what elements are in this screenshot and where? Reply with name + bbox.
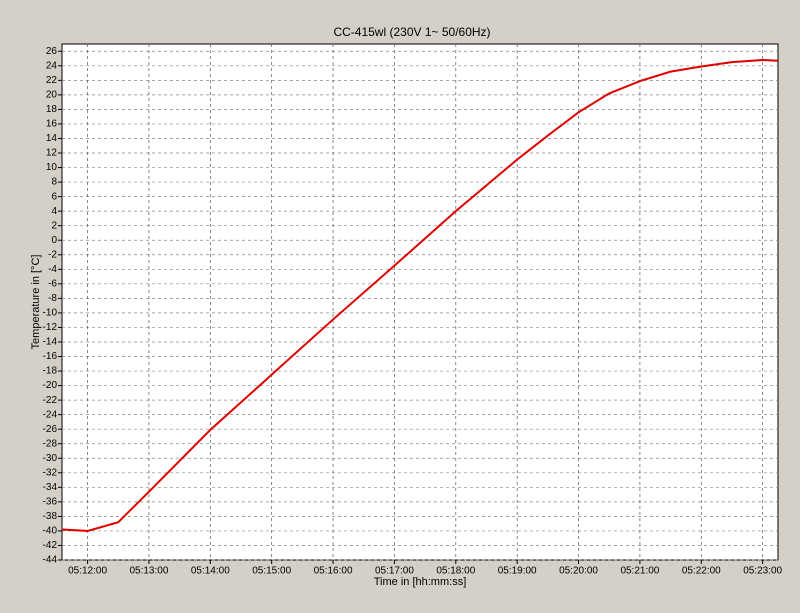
- x-tick-label: 05:12:00: [68, 566, 107, 577]
- y-tick-label: -34: [43, 482, 58, 493]
- x-tick-label: 05:15:00: [252, 566, 291, 577]
- x-tick-label: 05:16:00: [314, 566, 353, 577]
- y-tick-label: -40: [43, 526, 58, 537]
- y-tick-label: 20: [46, 90, 58, 101]
- y-tick-label: 16: [46, 119, 58, 130]
- data-line: [61, 58, 779, 532]
- chart-title: CC-415wl (230V 1~ 50/60Hz): [333, 25, 490, 39]
- y-tick-label: -4: [48, 264, 57, 275]
- y-tick-label: 4: [51, 206, 57, 217]
- y-tick-label: -42: [43, 540, 58, 551]
- y-tick-label: 6: [51, 191, 57, 202]
- y-tick-label: 8: [51, 177, 57, 188]
- plot-area: [61, 43, 779, 561]
- x-tick-label: 05:18:00: [436, 566, 475, 577]
- x-tick-label: 05:23:00: [743, 566, 782, 577]
- y-tick-label: 26: [46, 46, 58, 57]
- y-tick-label: 24: [46, 60, 58, 71]
- y-tick-label: -10: [43, 308, 58, 319]
- y-tick-label: 2: [51, 220, 57, 231]
- x-tick-label: 05:22:00: [682, 566, 721, 577]
- x-tick-label: 05:13:00: [129, 566, 168, 577]
- x-tick-label: 05:14:00: [191, 566, 230, 577]
- y-tick-label: 12: [46, 148, 58, 159]
- y-tick-label: -2: [48, 249, 57, 260]
- y-tick-label: -12: [43, 322, 58, 333]
- y-tick-label: 10: [46, 162, 58, 173]
- y-tick-label: -8: [48, 293, 57, 304]
- y-tick-label: 22: [46, 75, 58, 86]
- y-tick-label: -24: [43, 409, 58, 420]
- x-tick-label: 05:20:00: [559, 566, 598, 577]
- x-axis-label: Time in [hh:mm:ss]: [374, 576, 467, 588]
- y-tick-label: 18: [46, 104, 58, 115]
- x-tick-label: 05:17:00: [375, 566, 414, 577]
- y-tick-label: -44: [43, 555, 58, 566]
- x-tick-label: 05:21:00: [620, 566, 659, 577]
- y-tick-label: -30: [43, 453, 58, 464]
- y-tick-label: 14: [46, 133, 58, 144]
- y-tick-label: -38: [43, 511, 58, 522]
- y-tick-label: -20: [43, 380, 58, 391]
- y-axis-label: Temperature in [°C]: [30, 255, 42, 350]
- y-tick-label: -36: [43, 496, 58, 507]
- y-tick-label: -28: [43, 438, 58, 449]
- y-tick-label: -32: [43, 467, 58, 478]
- x-tick-label: 05:19:00: [498, 566, 537, 577]
- y-tick-label: -22: [43, 395, 58, 406]
- y-tick-label: -6: [48, 278, 57, 289]
- y-tick-label: -14: [43, 337, 58, 348]
- y-tick-label: -26: [43, 424, 58, 435]
- y-tick-label: 0: [51, 235, 57, 246]
- y-tick-label: -18: [43, 366, 58, 377]
- y-tick-label: -16: [43, 351, 58, 362]
